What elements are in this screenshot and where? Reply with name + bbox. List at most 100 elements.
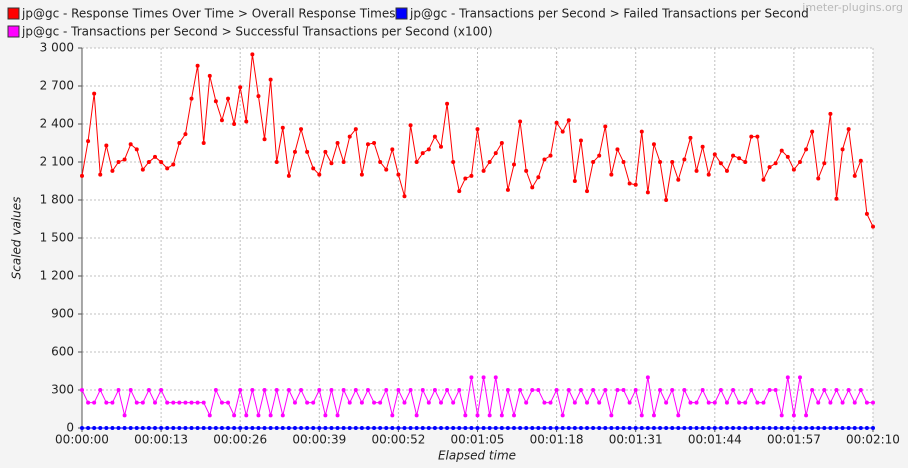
point [566, 118, 571, 123]
point [195, 426, 200, 430]
point [238, 388, 243, 392]
point [572, 426, 577, 430]
point [609, 426, 614, 430]
point [341, 426, 346, 430]
point [767, 388, 772, 392]
point [688, 426, 693, 430]
point [536, 175, 541, 180]
point [615, 426, 620, 430]
point [359, 400, 364, 405]
point [359, 172, 364, 177]
point [262, 426, 267, 430]
point [761, 400, 766, 405]
point [864, 400, 869, 405]
point [232, 413, 237, 418]
point [201, 141, 206, 145]
point [226, 400, 231, 405]
point [578, 426, 583, 430]
point [305, 426, 310, 430]
point [664, 198, 669, 202]
point [603, 388, 608, 392]
point [341, 160, 346, 164]
point [688, 400, 693, 405]
point [402, 400, 407, 405]
y-axis-label: Scaled values [10, 197, 24, 280]
point [682, 388, 687, 392]
legend-label: jp@gc - Transactions per Second > Succes… [21, 25, 493, 39]
point [834, 196, 839, 201]
point [110, 426, 115, 430]
point [414, 426, 419, 430]
point [256, 413, 261, 418]
point [816, 176, 821, 181]
point [828, 426, 833, 430]
x-tick-label: 00:02:10 [846, 433, 900, 447]
point [280, 426, 285, 430]
point [183, 400, 188, 405]
point [682, 426, 687, 430]
point [627, 181, 632, 186]
point [779, 413, 784, 418]
point [603, 426, 608, 430]
point [426, 147, 431, 152]
point [98, 172, 103, 177]
point [177, 426, 182, 430]
point [658, 388, 663, 392]
point [232, 426, 237, 430]
y-tick-label: 2 100 [40, 155, 74, 169]
point [822, 426, 827, 430]
point [195, 400, 200, 405]
point [390, 413, 395, 418]
point [737, 156, 742, 161]
point [219, 426, 224, 430]
point [335, 413, 340, 418]
point [457, 388, 462, 392]
point [134, 147, 139, 152]
point [743, 400, 748, 405]
point [658, 426, 663, 430]
point [785, 154, 790, 159]
point [365, 426, 370, 430]
point [165, 166, 170, 171]
point [171, 426, 176, 430]
point [651, 142, 656, 147]
point [554, 426, 559, 430]
point [396, 388, 401, 392]
point [104, 143, 109, 148]
point [664, 400, 669, 405]
point [718, 388, 723, 392]
point [597, 400, 602, 405]
point [110, 168, 115, 173]
y-tick-label: 600 [51, 345, 74, 359]
point [128, 388, 133, 392]
point [232, 122, 237, 126]
point [256, 426, 261, 430]
point [250, 426, 255, 430]
x-tick-label: 00:01:44 [688, 433, 742, 447]
point [414, 413, 419, 418]
point [372, 426, 377, 430]
point [731, 426, 736, 430]
point [365, 142, 370, 147]
point [731, 153, 736, 158]
point [201, 400, 206, 405]
point [390, 426, 395, 430]
point [475, 426, 480, 430]
point [347, 426, 352, 430]
point [633, 388, 638, 392]
point [773, 161, 778, 166]
point [86, 400, 91, 405]
point [481, 168, 486, 173]
point [591, 160, 596, 164]
point [512, 413, 517, 418]
y-tick-label: 1 200 [40, 269, 74, 283]
point [323, 413, 328, 418]
point [426, 426, 431, 430]
point [810, 129, 815, 134]
legend-swatch [7, 7, 20, 20]
point [372, 141, 377, 145]
point [816, 400, 821, 405]
point [566, 388, 571, 392]
